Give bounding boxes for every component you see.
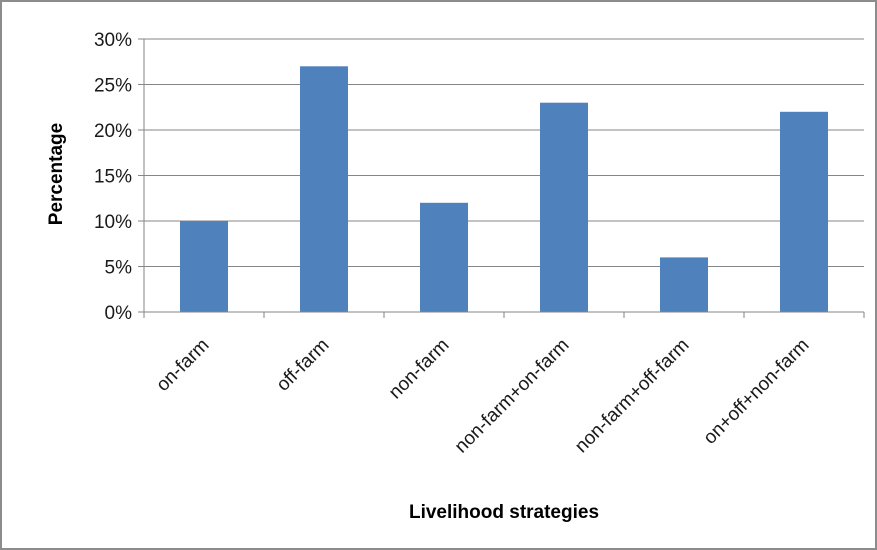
y-tick-label: 5% [105, 258, 133, 279]
y-tick-label: 15% [94, 167, 132, 188]
x-tick-label: on-farm [152, 335, 213, 396]
x-axis-title: Livelihood strategies [409, 502, 599, 523]
y-tick-label: 25% [94, 76, 132, 97]
x-tick-label: off-farm [273, 335, 334, 396]
x-tick-label: on+off+non-farm [700, 335, 814, 449]
x-tick-label: non-farm+off-farm [571, 335, 693, 457]
bar-non-farm [420, 202, 468, 312]
axes [138, 38, 865, 318]
gridlines [144, 38, 864, 267]
bar-on+off+non-farm [780, 111, 828, 312]
y-axis-title: Percentage [46, 123, 67, 225]
y-tick-label: 20% [94, 121, 132, 142]
x-tick-label: non-farm+on-farm [451, 335, 574, 458]
y-tick-label: 10% [94, 212, 132, 233]
bar-on-farm [180, 221, 228, 312]
y-tick-label: 30% [94, 30, 132, 51]
bar-off-farm [300, 66, 348, 312]
x-tick-label: non-farm [385, 335, 454, 404]
bars [180, 66, 828, 312]
y-tick-label: 0% [105, 303, 133, 324]
bar-non-farm+on-farm [540, 102, 588, 312]
bar-non-farm+off-farm [660, 257, 708, 312]
